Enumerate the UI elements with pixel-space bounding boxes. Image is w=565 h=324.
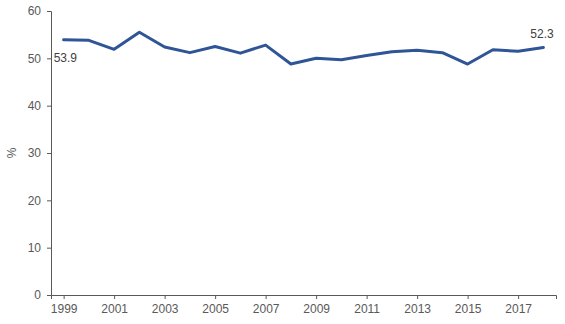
x-tick: 2011 [354,295,380,316]
y-tick-label: 30 [28,146,42,160]
x-tick: 2001 [101,295,128,316]
y-tick: 30 [28,146,51,160]
x-tick-mark [417,295,418,299]
x-tick: 2003 [152,295,179,316]
y-tick-label: 50 [28,52,42,66]
y-tick-label: 40 [28,99,42,113]
x-tick-mark [165,295,166,299]
y-tick-mark [47,248,51,249]
x-axis: 1999 2001 2003 2005 2007 2009 2011 2013 2015 2017 [51,295,557,316]
y-tick-mark [47,106,51,107]
y-tick-label: 20 [28,194,42,208]
x-tick: 2007 [253,295,280,316]
y-tick-mark [47,295,51,296]
x-tick: 2013 [404,295,431,316]
x-tick: 2009 [303,295,330,316]
x-tick-label: 2005 [202,302,229,316]
x-tick: 2017 [505,295,532,316]
x-tick: 2005 [202,295,229,316]
y-tick-mark [47,11,51,12]
x-tick-mark [215,295,216,299]
x-tick-label: 2003 [152,302,179,316]
x-tick-label: 2001 [101,302,128,316]
annotations: 53.9 52.3 [54,27,554,64]
y-tick: 50 [28,52,51,66]
x-axis-line [52,296,557,300]
y-tick-mark [47,153,51,154]
line [64,32,544,64]
y-axis-line [47,12,52,296]
chart: 0 10 20 30 40 50 60 1999 2001 2003 2005 2007 2009 201… [0,0,565,324]
y-tick-mark [47,200,51,201]
y-tick-label: 10 [28,241,42,255]
y-axis: 0 10 20 30 40 50 60 [28,4,52,302]
x-tick: 1999 [51,295,78,316]
y-tick: 20 [28,194,51,208]
x-tick-mark [518,295,519,299]
y-tick: 40 [28,99,51,113]
x-tick-label: 1999 [51,302,78,316]
x-tick-label: 2015 [455,302,482,316]
x-tick-label: 2007 [253,302,280,316]
x-tick-mark [266,295,267,299]
annotation: 53.9 [54,51,78,65]
annotation: 52.3 [530,27,554,41]
x-tick-label: 2017 [505,302,532,316]
x-tick-mark [468,295,469,299]
x-tick: 2015 [455,295,482,316]
y-tick: 0 [34,288,51,302]
y-tick-mark [47,58,51,59]
x-tick-label: 2011 [354,302,380,316]
y-tick-label: 0 [34,288,41,302]
x-tick-mark [367,295,368,299]
y-tick-label: 60 [28,4,42,18]
series [64,32,544,64]
x-tick-label: 2013 [404,302,431,316]
y-tick: 10 [28,241,51,255]
x-tick-label: 2009 [303,302,330,316]
plot: 0 10 20 30 40 50 60 1999 2001 2003 2005 2007 2009 201… [28,4,557,315]
y-tick: 60 [28,4,51,18]
x-tick-mark [316,295,317,299]
x-tick-mark [64,295,65,299]
y-axis-title: % [5,147,19,158]
x-tick-mark [114,295,115,299]
